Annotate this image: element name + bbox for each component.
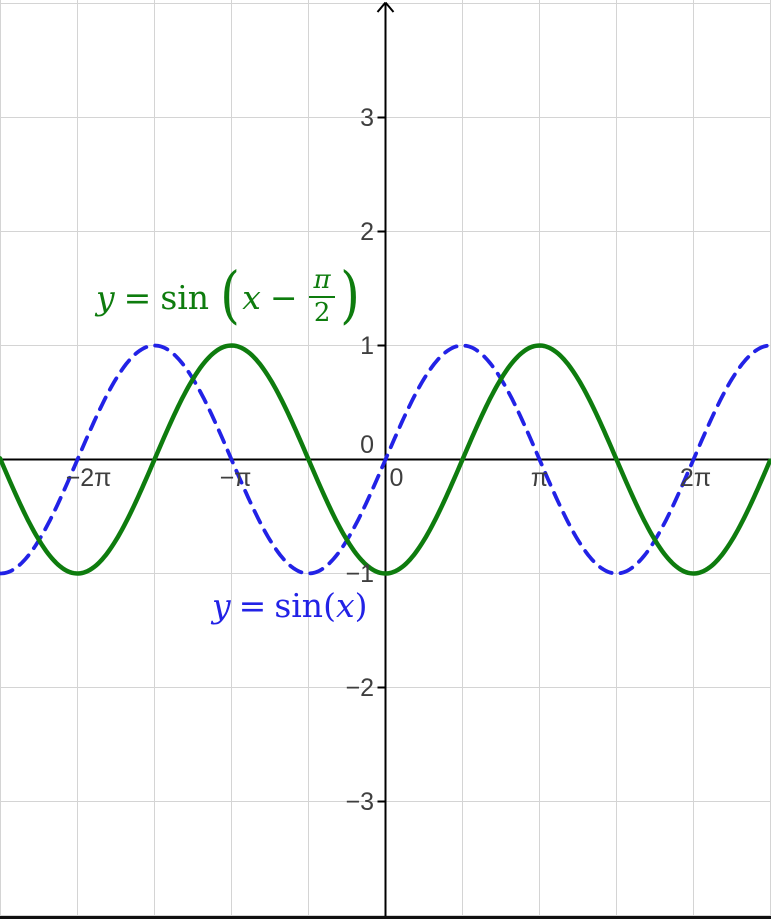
label-text: =	[123, 277, 152, 317]
y-tick-label: 1	[360, 331, 374, 360]
curve-label-sin-shifted[interactable]: y = sin ( x − π 2 )	[96, 258, 362, 336]
y-tick-label: 2	[360, 217, 374, 246]
fraction-pi-over-2: π 2	[308, 265, 336, 327]
open-paren: (	[220, 258, 241, 331]
label-text: x	[242, 277, 261, 317]
x-tick-label: π	[530, 464, 549, 492]
y-tick-label: −1	[345, 559, 374, 588]
x-tick-label: −2π	[65, 464, 112, 492]
label-text: y	[96, 277, 115, 317]
label-text: =	[238, 585, 267, 625]
fraction-numerator: π	[313, 265, 331, 295]
close-paren: )	[339, 258, 360, 331]
x-tick-label: −π	[219, 464, 252, 492]
x-tick-label: 2π	[679, 464, 712, 492]
label-text: sin	[274, 585, 324, 625]
fraction-denominator: 2	[308, 296, 336, 327]
shifted-sin-curve[interactable]	[0, 343, 771, 576]
x-tick-label: 0	[389, 464, 404, 492]
minus-sign: −	[269, 277, 298, 317]
open-paren: (	[323, 585, 336, 625]
y-tick-label: 0	[360, 430, 374, 459]
y-tick-label: −3	[345, 787, 374, 816]
label-text: x	[335, 585, 355, 625]
label-text: y	[212, 585, 231, 625]
y-tick-label: −2	[345, 673, 374, 702]
sin-curve[interactable]	[0, 343, 771, 576]
y-tick-label: 3	[360, 103, 374, 132]
close-paren: )	[354, 585, 368, 625]
window-bottom-border	[0, 916, 771, 919]
label-text: sin	[160, 277, 210, 317]
curve-label-sin[interactable]: y = sin ( x )	[212, 583, 367, 627]
